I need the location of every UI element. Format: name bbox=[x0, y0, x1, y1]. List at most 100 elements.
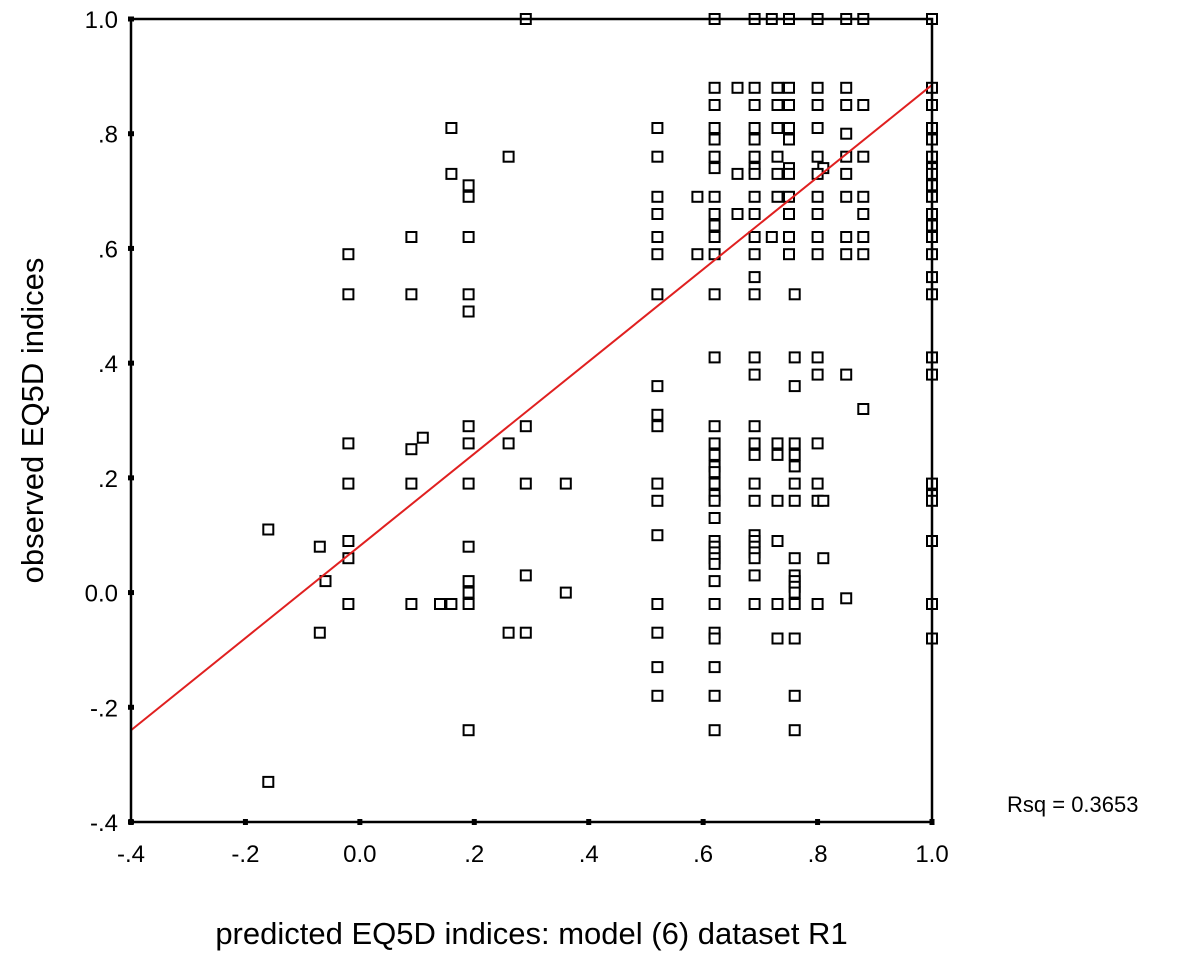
data-point bbox=[771, 535, 784, 547]
data-point bbox=[771, 167, 784, 180]
data-point bbox=[559, 477, 572, 490]
data-point bbox=[783, 133, 795, 146]
data-point bbox=[840, 231, 853, 243]
data-point bbox=[462, 288, 475, 301]
data-point bbox=[748, 271, 761, 284]
x-tick-label: -.2 bbox=[231, 841, 259, 868]
data-point bbox=[788, 437, 801, 450]
data-point bbox=[788, 724, 801, 737]
x-axis: -.4 -.2 0.0 .2 .4 .6 .8 1.0 bbox=[117, 819, 949, 868]
y-tick-label: .6 bbox=[98, 236, 118, 263]
data-point bbox=[651, 661, 664, 674]
data-point bbox=[857, 403, 870, 415]
y-tick-label: .4 bbox=[98, 351, 118, 378]
data-point bbox=[771, 494, 784, 507]
data-point bbox=[771, 122, 784, 134]
data-point bbox=[708, 288, 721, 301]
data-point bbox=[445, 598, 458, 610]
data-point bbox=[462, 179, 475, 192]
data-point bbox=[502, 150, 515, 163]
data-point bbox=[748, 494, 761, 507]
data-point bbox=[748, 598, 761, 610]
data-point bbox=[405, 231, 418, 243]
data-point bbox=[651, 248, 664, 261]
data-point bbox=[811, 150, 824, 163]
data-point bbox=[748, 569, 761, 582]
x-tick-label: .4 bbox=[579, 841, 599, 868]
data-point bbox=[783, 248, 795, 261]
x-tick-label: -.4 bbox=[117, 841, 145, 868]
data-point bbox=[783, 122, 795, 134]
data-point bbox=[708, 420, 721, 433]
data-point bbox=[651, 122, 664, 134]
data-point bbox=[748, 420, 761, 433]
data-point bbox=[788, 632, 801, 645]
data-point bbox=[811, 122, 824, 134]
data-point bbox=[342, 598, 355, 610]
y-tick-label: -.2 bbox=[90, 695, 118, 722]
data-point bbox=[748, 208, 761, 220]
data-point bbox=[748, 248, 761, 261]
data-point bbox=[857, 248, 870, 261]
data-point bbox=[342, 477, 355, 490]
data-point bbox=[708, 99, 721, 111]
data-point bbox=[811, 248, 824, 261]
data-point bbox=[788, 351, 801, 364]
data-point bbox=[651, 689, 664, 702]
data-point bbox=[811, 477, 824, 490]
data-point bbox=[840, 592, 853, 605]
data-point bbox=[748, 437, 761, 450]
data-point bbox=[731, 81, 744, 94]
data-point bbox=[313, 540, 326, 553]
data-point bbox=[840, 167, 853, 180]
data-point bbox=[731, 208, 744, 220]
x-axis-title: predicted EQ5D indices: model (6) datase… bbox=[215, 916, 847, 951]
x-tick-label: .2 bbox=[464, 841, 484, 868]
data-point bbox=[788, 552, 801, 565]
data-point bbox=[342, 535, 355, 547]
data-point bbox=[748, 552, 761, 565]
data-point bbox=[405, 477, 418, 490]
data-point bbox=[434, 598, 446, 610]
data-point bbox=[342, 288, 355, 301]
data-point bbox=[651, 231, 664, 243]
data-point bbox=[405, 598, 418, 610]
data-point bbox=[840, 150, 853, 163]
data-point bbox=[788, 460, 801, 473]
data-point bbox=[788, 380, 801, 393]
data-point bbox=[811, 208, 824, 220]
y-tick-label: .8 bbox=[98, 122, 118, 149]
data-point bbox=[817, 552, 830, 565]
data-point bbox=[788, 598, 801, 610]
data-point bbox=[708, 448, 721, 461]
data-point bbox=[708, 575, 721, 588]
data-point bbox=[771, 81, 784, 94]
data-point bbox=[651, 408, 664, 421]
data-point bbox=[748, 99, 761, 111]
data-point bbox=[342, 248, 355, 261]
data-point bbox=[771, 632, 784, 645]
data-point bbox=[731, 167, 744, 180]
data-point bbox=[262, 523, 275, 536]
data-point bbox=[857, 190, 870, 203]
data-point bbox=[840, 248, 853, 261]
data-point bbox=[840, 368, 853, 381]
data-point bbox=[788, 448, 801, 461]
y-axis-title: observed EQ5D indices bbox=[15, 258, 50, 584]
data-point bbox=[771, 99, 784, 111]
data-point bbox=[651, 626, 664, 639]
data-point bbox=[691, 248, 704, 261]
data-point bbox=[708, 724, 721, 737]
data-point bbox=[651, 477, 664, 490]
data-point bbox=[748, 190, 761, 203]
data-point bbox=[708, 598, 721, 610]
data-point bbox=[559, 586, 572, 599]
data-point bbox=[502, 626, 515, 639]
data-point bbox=[319, 575, 332, 588]
x-tick-label: .8 bbox=[808, 841, 828, 868]
data-point bbox=[811, 231, 824, 243]
data-point bbox=[811, 81, 824, 94]
data-point bbox=[783, 208, 795, 220]
data-point bbox=[651, 420, 664, 433]
